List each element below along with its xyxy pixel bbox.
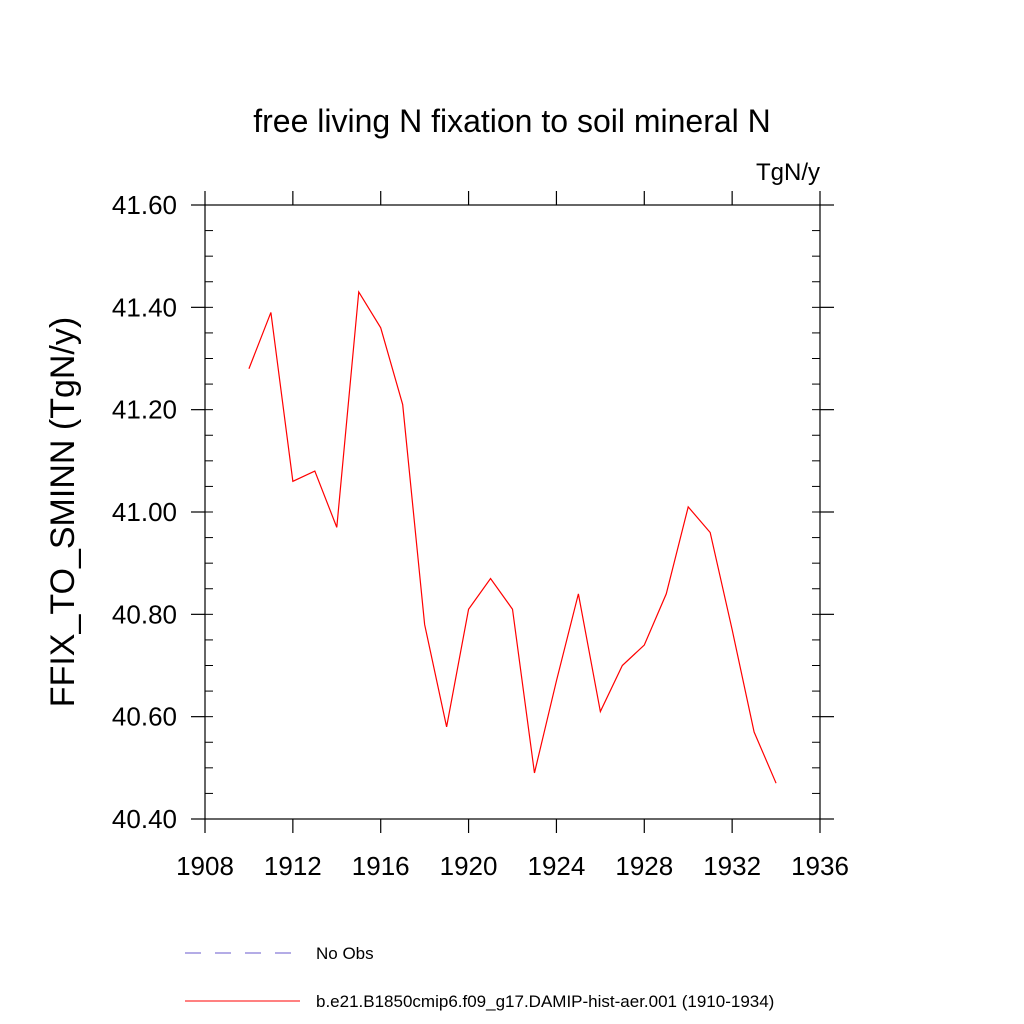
legend-entry: No Obs — [316, 944, 374, 963]
y-axis-label: FFIX_TO_SMINN (TgN/y) — [44, 317, 82, 707]
x-tick-label: 1908 — [176, 851, 234, 881]
legend-entry: b.e21.B1850cmip6.f09_g17.DAMIP-hist-aer.… — [316, 992, 774, 1011]
series-line-1 — [248, 290, 777, 784]
series-lines — [248, 290, 777, 784]
y-tick-label: 40.40 — [112, 804, 177, 834]
x-tick-label: 1920 — [440, 851, 498, 881]
units-label: TgN/y — [756, 159, 820, 186]
x-tick-label: 1928 — [615, 851, 673, 881]
x-tick-label: 1936 — [791, 851, 849, 881]
plot-frame — [204, 204, 821, 820]
x-tick-label: 1916 — [352, 851, 410, 881]
y-tick-label: 40.80 — [112, 599, 177, 629]
x-tick-label: 1932 — [703, 851, 761, 881]
y-tick-label: 41.20 — [112, 395, 177, 425]
axis-ticks: 1908 1912 1916 1920 1924 1928 1932 1936 40.40 40.… — [112, 190, 849, 881]
chart-title: free living N fixation to soil mineral N — [253, 103, 771, 139]
y-tick-label: 41.00 — [112, 497, 177, 527]
y-tick-label: 41.40 — [112, 292, 177, 322]
x-tick-label: 1924 — [528, 851, 586, 881]
legend: No Obs b.e21.B1850cmip6.f09_g17.DAMIP-his… — [185, 944, 774, 1011]
x-tick-label: 1912 — [264, 851, 322, 881]
y-tick-label: 40.60 — [112, 702, 177, 732]
y-tick-label: 41.60 — [112, 190, 177, 220]
